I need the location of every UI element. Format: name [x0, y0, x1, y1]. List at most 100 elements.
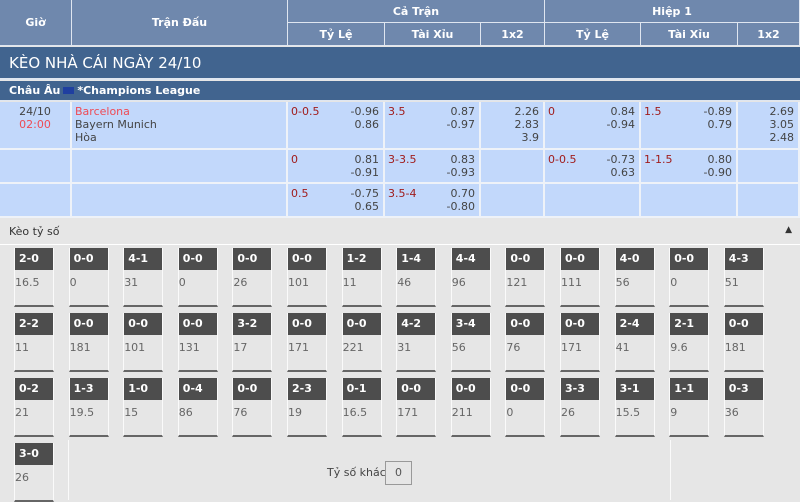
- score-cell[interactable]: 4-3 51: [723, 248, 764, 307]
- score-cell[interactable]: 0-0 76: [232, 378, 273, 437]
- odds-cell[interactable]: 3.5-4 0.70 -0.80: [385, 184, 481, 218]
- score-cell[interactable]: 0-0 0: [177, 248, 218, 307]
- other-score-value[interactable]: 0: [385, 461, 412, 485]
- score-label: 0-0: [69, 248, 108, 270]
- odds-values: 0.81 -0.91: [351, 153, 379, 179]
- score-cell[interactable]: 0-0 181: [68, 313, 109, 372]
- score-cell[interactable]: 1-4 46: [396, 248, 437, 307]
- score-cell[interactable]: 0-2 21: [14, 378, 54, 437]
- score-odds: 15: [124, 406, 139, 419]
- line-value: 0-0.5: [291, 105, 320, 118]
- odds-cell: [545, 184, 641, 218]
- score-cell[interactable]: 2-2 11: [14, 313, 54, 372]
- score-odds: 9: [670, 406, 678, 419]
- score-cell[interactable]: 2-3 19: [287, 378, 327, 437]
- odds-cell: [738, 150, 800, 184]
- score-odds: 111: [561, 276, 582, 289]
- score-label: 3-2: [233, 313, 272, 335]
- score-cell[interactable]: 0-0 171: [396, 378, 437, 437]
- score-cell[interactable]: 0-0 26: [232, 248, 273, 307]
- score-odds: 51: [724, 276, 739, 289]
- score-cell[interactable]: 0-0 76: [505, 313, 546, 372]
- score-odds: 171: [561, 341, 582, 354]
- score-cell[interactable]: 0-3 36: [723, 378, 764, 437]
- odds-cell[interactable]: 0-0.5 -0.73 0.63: [545, 150, 641, 184]
- odds-cell[interactable]: 2.69 3.05 2.48: [738, 102, 800, 150]
- match-time: 02:00: [19, 118, 51, 131]
- odds-values: 0.80 -0.90: [704, 153, 732, 179]
- score-label: 0-0: [451, 378, 490, 400]
- odds-price: -0.96: [350, 105, 379, 118]
- caret-up-icon[interactable]: ▲: [785, 225, 792, 235]
- odds-cell[interactable]: 0-0.5 -0.96 0.86: [288, 102, 385, 150]
- score-cell[interactable]: 1-1 9: [669, 378, 710, 437]
- odds-cell[interactable]: 0 0.84 -0.94: [545, 102, 641, 150]
- score-cell[interactable]: 1-0 15: [123, 378, 164, 437]
- score-cell[interactable]: 0-0 111: [560, 248, 600, 307]
- odds-price: 0.63: [610, 166, 636, 179]
- score-odds: 19.5: [69, 406, 95, 419]
- odds-price: 0.81: [354, 153, 380, 166]
- correct-score-header[interactable]: Kèo tỷ số ▲: [0, 218, 800, 245]
- score-odds: 19: [288, 406, 302, 419]
- score-label: 0-0: [724, 313, 763, 335]
- score-cell[interactable]: 0-0 171: [287, 313, 327, 372]
- score-cell[interactable]: 0-1 16.5: [341, 378, 382, 437]
- score-cell[interactable]: 0-0 221: [341, 313, 382, 372]
- score-label: 1-4: [397, 248, 436, 270]
- score-cell[interactable]: 0-0 0: [669, 248, 710, 307]
- score-cell[interactable]: 0-0 131: [177, 313, 218, 372]
- score-cell[interactable]: 1-2 11: [341, 248, 382, 307]
- odds-values: -0.73 0.63: [607, 153, 635, 179]
- score-odds: 0: [69, 276, 77, 289]
- col-ft-handicap: Tỷ Lệ: [288, 23, 385, 46]
- score-cell[interactable]: 3-1 15.5: [614, 378, 655, 437]
- odds-cell[interactable]: 0.5 -0.75 0.65: [288, 184, 385, 218]
- score-odds: 9.6: [670, 341, 688, 354]
- odds-cell[interactable]: 3.5 0.87 -0.97: [385, 102, 481, 150]
- score-cell[interactable]: 4-4 96: [450, 248, 491, 307]
- odds-price: -0.73: [606, 153, 635, 166]
- score-cell[interactable]: 1-3 19.5: [68, 378, 109, 437]
- score-cell[interactable]: 0-0 121: [505, 248, 546, 307]
- score-cell[interactable]: 0-0 211: [450, 378, 491, 437]
- score-cell[interactable]: 2-4 41: [614, 313, 655, 372]
- league-header[interactable]: Châu Âu *Champions League: [0, 81, 800, 101]
- score-cell[interactable]: 3-2 17: [232, 313, 273, 372]
- score-cell[interactable]: 3-3 26: [560, 378, 600, 437]
- score-cell[interactable]: 3-0 26: [14, 443, 54, 502]
- score-label: 0-4: [178, 378, 217, 400]
- odds-price: -0.90: [703, 166, 732, 179]
- odds-price: -0.93: [446, 166, 475, 179]
- score-label: 2-0: [15, 248, 53, 270]
- odds-price: 0.84: [610, 105, 636, 118]
- score-cell[interactable]: 3-4 56: [450, 313, 491, 372]
- score-cell[interactable]: 4-2 31: [396, 313, 437, 372]
- score-cell[interactable]: 2-0 16.5: [14, 248, 54, 307]
- odds-cell[interactable]: 0 0.81 -0.91: [288, 150, 385, 184]
- score-cell[interactable]: 4-1 31: [123, 248, 164, 307]
- score-cell[interactable]: 0-0 181: [723, 313, 764, 372]
- col-h1-overunder: Tài Xỉu: [641, 23, 738, 46]
- score-label: 4-4: [451, 248, 490, 270]
- odds-cell[interactable]: 2.26 2.83 3.9: [481, 102, 545, 150]
- line-value: 3-3.5: [388, 153, 417, 166]
- score-odds: 16.5: [15, 276, 40, 289]
- odds-cell[interactable]: 1-1.5 0.80 -0.90: [641, 150, 738, 184]
- score-cell[interactable]: 2-1 9.6: [669, 313, 710, 372]
- odds-cell[interactable]: 3-3.5 0.83 -0.93: [385, 150, 481, 184]
- draw-label: Hòa: [75, 131, 97, 144]
- score-cell[interactable]: 0-0 0: [68, 248, 109, 307]
- score-cell[interactable]: 4-0 56: [614, 248, 655, 307]
- score-odds: 41: [615, 341, 630, 354]
- odds-price: 0.79: [707, 118, 733, 131]
- score-cell[interactable]: 0-4 86: [177, 378, 218, 437]
- score-cell[interactable]: 0-0 0: [505, 378, 546, 437]
- score-cell[interactable]: 0-0 101: [123, 313, 164, 372]
- score-cell[interactable]: 0-0 171: [560, 313, 600, 372]
- line-value: 1-1.5: [644, 153, 673, 166]
- odds-cell[interactable]: 1.5 -0.89 0.79: [641, 102, 738, 150]
- col-h1-1x2: 1x2: [738, 23, 800, 46]
- score-cell[interactable]: 0-0 101: [287, 248, 327, 307]
- score-odds: 76: [233, 406, 248, 419]
